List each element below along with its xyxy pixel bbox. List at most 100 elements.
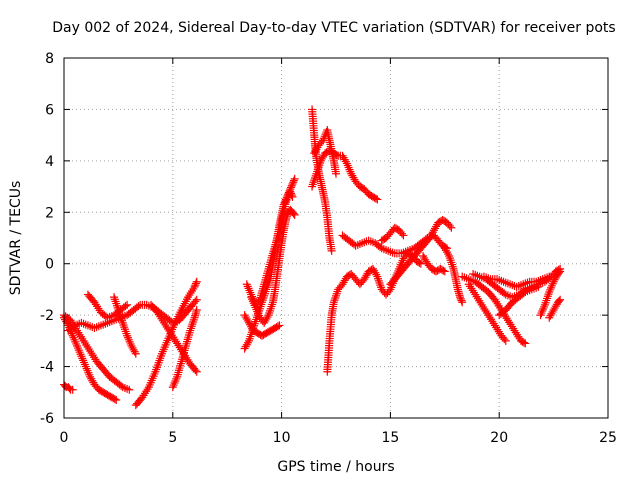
data-point-marker [288,192,297,201]
data-point-marker [153,308,162,317]
data-point-marker [329,298,338,307]
data-point-marker [94,304,103,313]
data-point-marker [81,362,90,371]
series-sat-j [240,311,284,340]
data-point-marker [331,294,340,302]
data-point-marker [494,301,503,310]
data-point-marker [340,276,349,285]
data-point-marker [143,385,152,394]
data-point-marker [510,326,519,335]
data-point-marker [120,325,129,334]
series-sat-s [386,216,456,289]
data-point-marker [448,260,457,269]
data-point-marker [189,284,198,293]
data-point-marker [507,322,516,331]
data-point-marker [439,266,448,275]
y-tick-label: 0 [45,257,54,273]
data-point-marker [167,331,176,340]
data-point-marker [110,293,119,302]
data-point-marker [75,330,84,339]
data-point-marker [477,300,486,309]
data-point-marker [475,296,484,305]
data-point-marker [189,315,198,324]
data-point-marker [397,258,406,267]
data-point-marker [142,387,151,396]
data-point-marker [286,187,295,196]
data-point-marker [556,295,565,304]
data-point-marker [503,316,512,325]
data-point-marker [68,331,77,340]
y-tick-label: 4 [45,154,54,170]
data-point-marker [444,250,453,259]
x-tick-label: 20 [490,430,508,446]
data-point-marker [169,333,178,342]
data-point-marker [330,296,339,305]
data-point-marker [125,337,134,346]
data-point-marker [83,343,92,352]
chart-title: Day 002 of 2024, Sidereal Day-to-day VTE… [52,20,615,36]
data-point-marker [172,374,181,383]
data-point-marker [79,356,88,365]
data-point-marker [78,354,87,363]
data-point-marker [344,163,353,172]
data-point-marker [173,339,182,348]
data-point-marker [496,303,505,312]
data-point-marker [171,376,180,385]
data-point-marker [80,360,89,369]
data-point-marker [368,238,377,247]
data-point-marker [248,294,257,303]
data-point-marker [187,322,196,331]
series-sat-n [308,105,336,255]
data-point-marker [110,295,119,304]
data-point-marker [290,210,299,219]
series-sat-h [147,300,201,376]
data-point-marker [539,304,548,313]
data-point-marker [192,279,201,288]
series-sat-m [242,187,297,309]
data-point-marker [121,302,130,311]
data-point-marker [90,353,99,362]
data-point-marker [479,302,488,311]
data-point-marker [82,364,91,373]
data-point-marker [253,307,262,316]
data-point-marker [175,343,184,352]
data-point-marker [192,295,201,304]
data-point-marker [76,350,85,359]
data-point-marker [308,180,317,189]
data-point-marker [73,342,82,350]
data-point-marker [78,334,87,343]
data-point-marker [82,340,91,349]
data-point-marker [333,287,342,296]
data-point-marker [345,165,354,174]
series-layer [60,105,565,410]
data-point-marker [287,191,296,200]
data-point-marker [186,289,195,298]
data-point-marker [112,299,121,308]
data-point-marker [501,336,510,345]
data-point-marker [332,169,340,178]
data-point-marker [493,325,502,334]
data-point-marker [545,288,554,296]
data-point-marker [283,193,292,202]
data-point-marker [246,288,255,297]
data-point-marker [134,302,143,311]
data-point-marker [86,347,95,356]
data-point-marker [537,309,546,318]
data-point-marker [514,332,523,341]
series-sat-p [310,126,340,178]
data-point-marker [309,178,318,187]
data-point-marker [511,328,520,337]
data-point-marker [266,304,275,313]
data-point-marker [192,367,201,376]
data-point-marker [471,290,480,299]
data-point-marker [131,349,140,358]
data-point-marker [74,346,83,355]
data-point-marker [472,292,481,301]
data-point-marker [123,333,132,342]
data-point-marker [519,338,528,347]
data-point-marker [469,288,478,297]
data-point-marker [126,339,135,348]
data-point-marker [342,159,351,168]
data-point-marker [371,194,380,203]
